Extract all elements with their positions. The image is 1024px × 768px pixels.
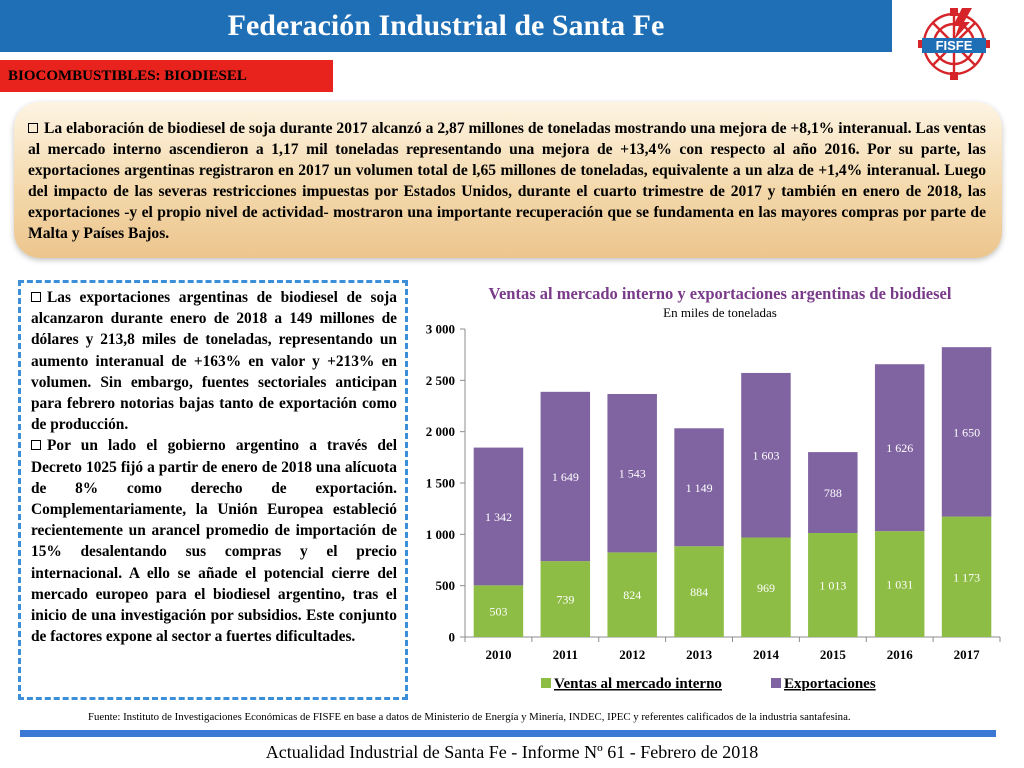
data-label-ventas: 884 <box>690 585 708 599</box>
data-label-ventas: 969 <box>757 581 775 595</box>
bar-exportaciones <box>741 372 791 538</box>
data-label-exportaciones: 1 649 <box>552 470 579 484</box>
data-label-ventas: 824 <box>623 588 641 602</box>
data-label-exportaciones: 788 <box>824 486 842 500</box>
header-bar: Federación Industrial de Santa Fe <box>0 0 892 52</box>
data-label-exportaciones: 1 626 <box>886 441 913 455</box>
data-label-ventas: 1 173 <box>953 570 980 584</box>
notes-box <box>18 280 408 700</box>
data-label-ventas: 1 031 <box>886 578 913 592</box>
data-label-exportaciones: 1 149 <box>686 481 713 495</box>
source-note: Fuente: Instituto de Investigaciones Eco… <box>88 711 851 723</box>
x-tick-label: 2011 <box>553 647 578 662</box>
x-tick-label: 2010 <box>485 647 511 662</box>
y-tick-label: 500 <box>436 578 456 593</box>
data-label-ventas: 503 <box>489 605 507 619</box>
note-item: Por un lado el gobierno argentino a trav… <box>31 437 397 646</box>
y-tick-label: 1 500 <box>426 476 455 491</box>
bar-exportaciones <box>473 447 524 586</box>
bar-ventas-mercado-interno <box>607 552 657 637</box>
chart-subtitle: En miles de toneladas <box>663 305 777 320</box>
footer: Actualidad Industrial de Santa Fe - Info… <box>265 742 759 762</box>
bar-ventas-mercado-interno <box>473 585 524 637</box>
x-tick-label: 2013 <box>686 647 713 662</box>
data-label-exportaciones: 1 342 <box>485 510 512 524</box>
bar-exportaciones <box>941 347 992 517</box>
summary-text: La elaboración de biodiesel de soja dura… <box>28 118 986 244</box>
legend-swatch-ventas <box>541 678 551 688</box>
divider-line <box>20 730 996 737</box>
logo-text: FISFE <box>936 38 973 53</box>
stacked-bar-chart: 0 500 1 000 1 500 2 000 2 500 3 000 503 1 342 201… <box>426 322 1001 692</box>
legend-swatch-exportaciones <box>771 678 781 688</box>
bar-ventas-mercado-interno <box>741 537 791 637</box>
bar-ventas-mercado-interno <box>941 516 992 637</box>
bar-exportaciones <box>674 428 724 547</box>
y-tick-label: 0 <box>449 630 456 645</box>
checkbox-bullet-icon <box>28 123 38 133</box>
bar-ventas-mercado-interno <box>808 532 858 637</box>
note-item: Las exportaciones argentinas de biodiese… <box>31 289 397 434</box>
legend-label-exportaciones: Exportaciones <box>784 676 876 692</box>
y-tick-label: 3 000 <box>426 322 455 337</box>
data-label-exportaciones: 1 650 <box>953 425 980 439</box>
section-tag: BIOCOMBUSTIBLES: BIODIESEL <box>0 60 333 92</box>
bar-ventas-mercado-interno <box>674 546 724 637</box>
summary-box <box>14 102 1002 258</box>
checkbox-bullet-icon <box>31 440 41 451</box>
data-label-exportaciones: 1 543 <box>619 467 646 481</box>
bar-exportaciones <box>607 393 657 553</box>
bar-exportaciones <box>808 452 858 533</box>
bar-exportaciones <box>540 391 591 562</box>
data-label-ventas: 1 013 <box>819 578 846 592</box>
data-label-exportaciones: 1 603 <box>752 449 779 463</box>
page-title: Federación Industrial de Santa Fe <box>227 9 665 42</box>
bar-ventas-mercado-interno <box>874 531 925 637</box>
y-tick-label: 2 500 <box>426 373 455 388</box>
section-tag-label: BIOCOMBUSTIBLES: BIODIESEL <box>8 67 247 84</box>
x-tick-label: 2015 <box>820 647 847 662</box>
x-tick-label: 2014 <box>753 647 780 662</box>
bar-exportaciones <box>874 364 925 532</box>
bar-ventas-mercado-interno <box>540 561 591 637</box>
x-tick-label: 2016 <box>887 647 914 662</box>
data-label-ventas: 739 <box>556 593 574 607</box>
summary-paragraph: La elaboración de biodiesel de soja dura… <box>28 120 986 242</box>
x-tick-label: 2012 <box>619 647 645 662</box>
chart-title: Ventas al mercado interno y exportacione… <box>488 284 952 303</box>
fisfe-logo: FISFE <box>918 8 990 80</box>
y-tick-label: 1 000 <box>426 527 455 542</box>
notes-text: Las exportaciones argentinas de biodiese… <box>31 287 397 647</box>
checkbox-bullet-icon <box>31 292 41 302</box>
x-tick-label: 2017 <box>954 647 981 662</box>
y-tick-label: 2 000 <box>426 424 455 439</box>
legend-label-ventas: Ventas al mercado interno <box>554 676 722 692</box>
